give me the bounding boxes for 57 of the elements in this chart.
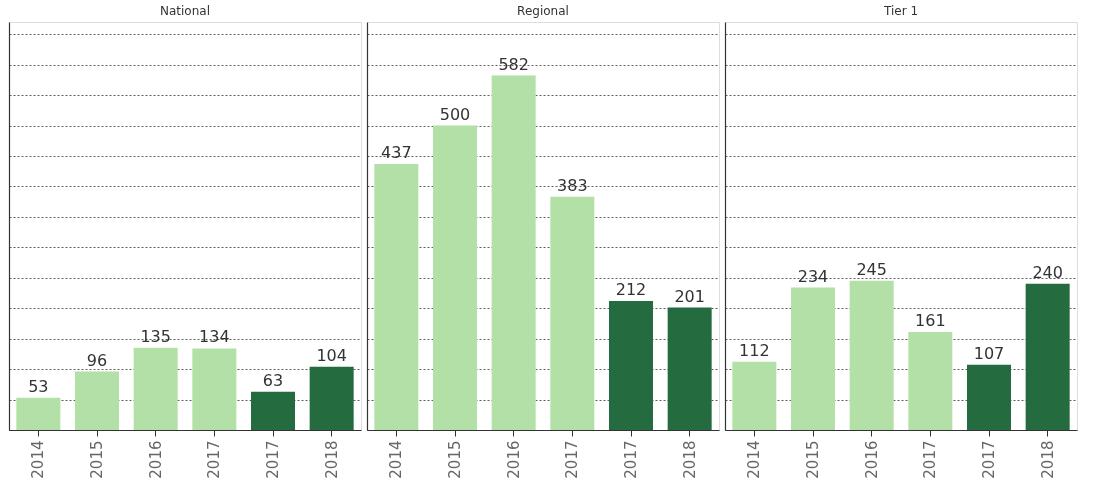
bar xyxy=(1025,283,1070,430)
x-tick-label: 2016 xyxy=(146,440,165,479)
data-label: 383 xyxy=(557,175,588,195)
data-label: 240 xyxy=(1032,262,1063,282)
x-tick-label: 2015 xyxy=(804,440,822,479)
x-tick-label: 2017 xyxy=(980,440,998,479)
chart-title: National xyxy=(159,4,211,18)
x-tick-label: 2017 xyxy=(563,440,582,479)
x-tick-label: 2018 xyxy=(322,440,341,479)
bar xyxy=(374,163,419,430)
x-tick-label: 2014 xyxy=(745,440,764,479)
x-tick-label: 2017 xyxy=(921,440,940,479)
data-label: 437 xyxy=(381,142,412,162)
bar xyxy=(550,196,595,430)
x-tick-label: 2014 xyxy=(29,440,48,479)
data-label: 582 xyxy=(498,54,529,74)
data-label: 112 xyxy=(739,340,770,360)
data-label: 500 xyxy=(439,104,471,124)
x-tick-label: 2016 xyxy=(862,440,881,479)
x-tick-label: 2018 xyxy=(1038,440,1057,479)
x-tick-label: 2018 xyxy=(680,440,699,479)
bar xyxy=(732,361,777,430)
bar xyxy=(609,300,653,430)
data-label: 53 xyxy=(28,376,49,396)
data-label: 234 xyxy=(797,266,829,286)
x-tick-label: 2015 xyxy=(446,440,464,479)
bar xyxy=(16,397,61,430)
bar xyxy=(309,366,354,430)
data-label: 104 xyxy=(316,345,347,365)
data-label: 161 xyxy=(915,310,946,330)
x-tick-label: 2015 xyxy=(88,440,106,479)
bar xyxy=(967,364,1011,430)
data-label: 201 xyxy=(674,286,705,306)
data-label: 212 xyxy=(615,279,647,299)
bar xyxy=(133,347,178,430)
data-label: 245 xyxy=(856,259,887,279)
x-tick-label: 2017 xyxy=(205,440,224,479)
chart-title: Regional xyxy=(517,4,569,18)
bar xyxy=(908,331,953,430)
x-tick-label: 2017 xyxy=(264,440,282,479)
bar xyxy=(491,75,536,430)
bar xyxy=(791,287,835,430)
bar xyxy=(192,348,237,430)
bar xyxy=(849,280,894,430)
bar xyxy=(433,125,477,430)
bar xyxy=(667,307,712,430)
chart-title: Tier 1 xyxy=(882,4,919,18)
x-tick-label: 2017 xyxy=(622,440,640,479)
data-label: 134 xyxy=(199,327,230,347)
data-label: 107 xyxy=(973,343,1005,363)
data-label: 135 xyxy=(140,326,171,346)
data-label: 96 xyxy=(86,350,108,370)
x-tick-label: 2014 xyxy=(387,440,406,479)
bar xyxy=(251,391,295,430)
data-label: 63 xyxy=(262,370,284,390)
bar xyxy=(75,371,119,430)
x-tick-label: 2016 xyxy=(504,440,523,479)
